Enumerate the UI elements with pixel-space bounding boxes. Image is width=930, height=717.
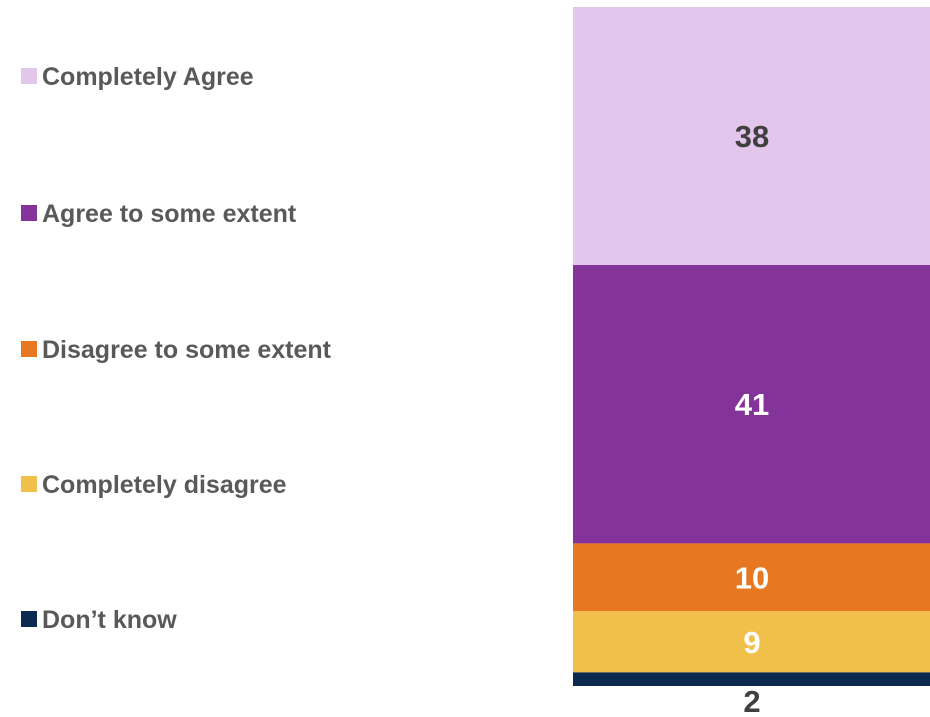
data-label-disagree-to-some-extent: 10: [735, 560, 769, 595]
legend-item-agree-to-some-extent: Agree to some extent: [21, 200, 297, 228]
legend-swatch: [21, 611, 37, 627]
legend-label: Don’t know: [42, 606, 177, 634]
legend-label: Completely Agree: [42, 63, 254, 91]
legend-swatch: [21, 205, 37, 221]
bar-segment-completely-disagree: [573, 611, 930, 673]
bar-segment-disagree-to-some-extent: [573, 543, 930, 612]
legend-item-don-t-know: Don’t know: [21, 606, 177, 634]
legend-item-completely-agree: Completely Agree: [21, 63, 254, 91]
bar-segment-agree-to-some-extent: [573, 265, 930, 544]
legend-swatch: [21, 476, 37, 492]
legend-swatch: [21, 68, 37, 84]
legend-swatch: [21, 341, 37, 357]
chart-bars: [573, 7, 930, 686]
data-label-agree-to-some-extent: 41: [735, 387, 769, 422]
data-label-completely-agree: 38: [735, 119, 769, 154]
data-label-completely-disagree: 9: [743, 625, 760, 660]
chart-legend: Completely Agree Agree to some extent Disa…: [21, 63, 332, 634]
legend-label: Disagree to some extent: [42, 336, 332, 364]
legend-label: Completely disagree: [42, 471, 287, 499]
bar-segment-don-t-know: [573, 672, 930, 686]
data-label-don-t-know: 2: [743, 684, 760, 717]
legend-item-disagree-to-some-extent: Disagree to some extent: [21, 336, 332, 364]
legend-label: Agree to some extent: [42, 200, 297, 228]
chart-data-labels: 38 41 10 9 2: [735, 119, 769, 717]
legend-item-completely-disagree: Completely disagree: [21, 471, 287, 499]
bar-segment-completely-agree: [573, 7, 930, 266]
